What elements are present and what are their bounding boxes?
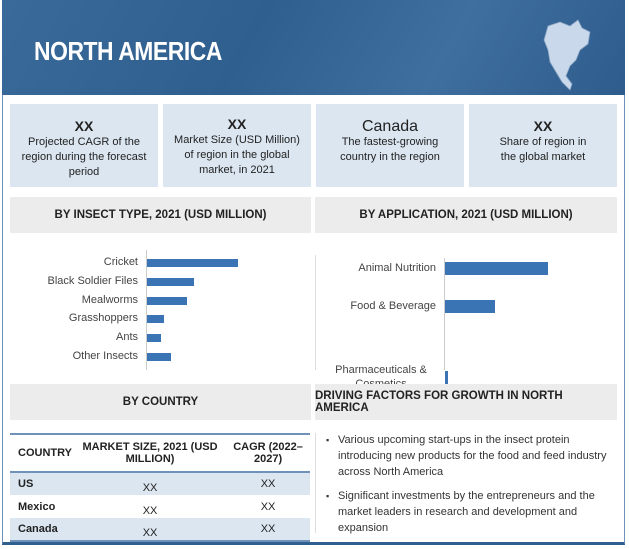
bar-ants: [147, 334, 161, 343]
list-item: Various upcoming start-ups in the insect…: [326, 432, 616, 480]
cell-cagr: XX: [226, 518, 310, 541]
chart-axis: [444, 258, 445, 370]
column-header: COUNTRY: [10, 434, 74, 473]
insect-type-title: BY INSECT TYPE, 2021 (USD MILLION): [10, 197, 311, 233]
stat-value: Canada: [361, 118, 419, 135]
table-row: US XX XX: [10, 472, 310, 495]
table-row: Mexico XX XX: [10, 495, 310, 518]
table-header: COUNTRY MARKET SIZE, 2021 (USD MILLION) …: [10, 434, 310, 473]
category-label: Ants: [115, 331, 138, 344]
bar-grasshoppers: [147, 315, 164, 324]
cell-country: US: [10, 472, 74, 495]
application-title: BY APPLICATION, 2021 (USD MILLION): [315, 197, 617, 233]
cell-market-size: XX: [142, 504, 158, 517]
stat-box-fastest-country: Canada The fastest-growing country in th…: [316, 104, 464, 187]
column-header: CAGR (2022–2027): [226, 434, 310, 473]
header-banner: NORTH AMERICA: [2, 0, 625, 95]
category-label: Mealworms: [81, 293, 138, 306]
bar-food-beverage: [445, 300, 495, 313]
bar-mealworms: [147, 296, 187, 305]
bar-other-insects: [147, 353, 171, 361]
cell-country: Mexico: [18, 500, 56, 513]
stat-label: Market Size (USD Million) of region in t…: [174, 134, 300, 176]
content-frame: [2, 95, 625, 545]
stat-value: XX: [227, 116, 247, 132]
cell-market-size: XX: [73, 472, 227, 495]
drivers-list: Various upcoming start-ups in the insect…: [326, 432, 616, 544]
country-table: COUNTRY MARKET SIZE, 2021 (USD MILLION) …: [10, 433, 310, 542]
cell-cagr: XX: [226, 472, 310, 495]
list-item: Significant investments by the entrepren…: [326, 488, 616, 536]
cell-country: Canada: [10, 518, 74, 541]
stat-box-cagr: XX Projected CAGR of the region during t…: [10, 104, 158, 187]
category-label: Other Insects: [72, 350, 138, 362]
stat-value: XX: [74, 118, 94, 134]
bar-pharmaceuticals-cosmetics: [445, 371, 448, 384]
category-label: Animal Nutrition: [358, 262, 436, 274]
divider: [315, 255, 316, 370]
category-label: Black Soldier Files: [47, 274, 138, 287]
table-row: Canada XX XX: [10, 518, 310, 541]
stat-box-market-size: XX Market Size (USD Million) of region i…: [163, 104, 311, 187]
cell-cagr: XX: [260, 500, 276, 513]
cell-market-size: XX: [73, 518, 227, 541]
stat-label: Projected CAGR of the region during the …: [21, 136, 147, 178]
stat-label: The fastest-growing country in the regio…: [340, 136, 440, 163]
stat-box-share: XX Share of region in the global market: [469, 104, 617, 187]
category-label: Grasshoppers: [68, 312, 138, 325]
country-title: BY COUNTRY: [10, 384, 311, 420]
divider: [315, 433, 316, 533]
bar-black-soldier-files: [147, 277, 194, 286]
page-title: NORTH AMERICA: [34, 36, 222, 66]
column-header: MARKET SIZE, 2021 (USD MILLION): [73, 434, 227, 473]
bar-cricket: [147, 259, 238, 267]
chart-axis: [146, 250, 147, 370]
category-label: Food & Beverage: [350, 300, 436, 312]
north-america-map-icon: [543, 19, 591, 91]
stat-value: XX: [533, 118, 553, 134]
drivers-title: DRIVING FACTORS FOR GROWTH IN NORTH AMER…: [315, 384, 617, 420]
category-label: Cricket: [103, 256, 138, 268]
stat-label: Share of region in the global market: [499, 136, 587, 163]
bar-animal-nutrition: [445, 262, 548, 275]
